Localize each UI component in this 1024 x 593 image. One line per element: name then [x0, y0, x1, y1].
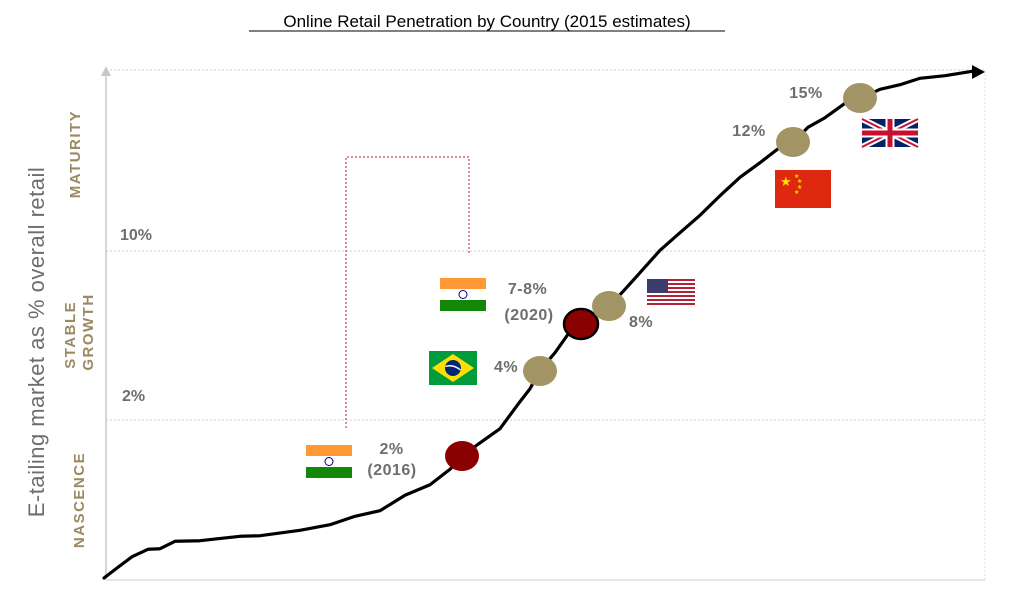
svg-text:★: ★ [780, 175, 792, 190]
phase-label-nascence: NASCENCE [71, 452, 88, 548]
data-label-india-2016: 2% (2016) [367, 441, 416, 479]
phase-label-maturity: MATURITY [67, 110, 84, 198]
us-flag-stripe [647, 299, 695, 301]
trend-curve [102, 69, 974, 580]
phase-label-stable-growth: STABLE GROWTH [62, 293, 97, 370]
svg-text:★: ★ [797, 178, 802, 185]
marker-china [776, 127, 810, 157]
india-connector [345, 156, 470, 428]
brazil-flag [429, 351, 477, 385]
us-flag-stripe [647, 295, 695, 297]
data-label-india-2020: 7-8% (2020) [504, 281, 553, 324]
phase-label-stable-growth-line2: GROWTH [80, 293, 97, 370]
chart-title: Online Retail Penetration by Country (20… [283, 12, 690, 31]
india-flag-2016 [306, 445, 352, 478]
phase-label-stable-growth-line1: STABLE [62, 301, 79, 369]
data-label-us: 8% [629, 314, 653, 331]
uk-flag [860, 116, 920, 150]
marker-india-2020 [562, 307, 600, 341]
marker-us [592, 291, 626, 321]
us-flag [647, 279, 695, 305]
data-label-india-2016-line2: (2016) [367, 462, 416, 479]
us-flag-stripe [647, 291, 695, 293]
us-flag-canton [647, 279, 668, 293]
us-flag-stripe [647, 303, 695, 305]
data-label-india-2020-line1: 7-8% [508, 281, 547, 298]
svg-text:★: ★ [794, 173, 799, 180]
tick-label-10pct: 10% [120, 227, 152, 244]
marker-brazil [523, 356, 557, 386]
china-flag: ★ ★ ★ ★ ★ [775, 170, 831, 208]
data-label-china: 12% [732, 123, 766, 140]
data-label-brazil: 4% [494, 359, 518, 376]
svg-text:★: ★ [794, 189, 799, 196]
data-label-india-2020-line2: (2020) [504, 307, 553, 324]
us-flag-stripe [647, 287, 695, 289]
y-axis-arrow [101, 66, 111, 76]
svg-text:★: ★ [797, 184, 802, 191]
tick-label-2pct: 2% [122, 388, 145, 405]
us-flag-stripe [647, 279, 695, 281]
us-flag-stripe [647, 283, 695, 285]
data-label-uk: 15% [789, 85, 823, 102]
marker-uk [843, 83, 877, 113]
curve-arrowhead [972, 65, 985, 79]
india-flag-2020 [440, 278, 486, 311]
data-label-india-2016-line1: 2% [379, 441, 403, 458]
marker-india-2016 [445, 441, 479, 471]
y-axis-label: E-tailing market as % overall retail [24, 167, 49, 518]
